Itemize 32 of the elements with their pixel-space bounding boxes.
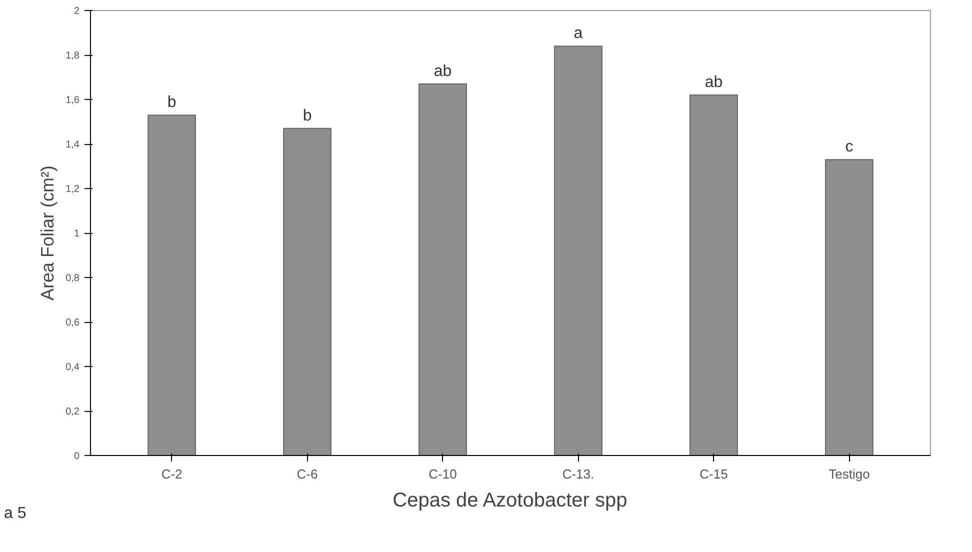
bar [418,83,467,456]
y-axis-title: Area Foliar (cm²) [38,165,58,301]
y-tick-label: 0,6 [66,318,80,328]
y-tick-label: 1 [74,228,80,240]
x-tick-label: C-2 [161,466,182,482]
x-axis-title: Cepas de Azotobacter spp [392,490,628,512]
x-tick-label: C-10 [428,466,457,482]
bar [283,128,332,456]
y-tick-label: 1,8 [66,50,80,62]
y-tick-label: 0,2 [66,406,80,418]
bar [148,114,196,456]
bar [825,159,874,456]
x-tick-label: Testigo [828,466,870,482]
text: a 5 [4,504,26,524]
y-tick-label: 1,4 [66,140,80,150]
annotation: b [302,107,312,124]
annotation: a [574,25,583,42]
annotation: b [167,94,176,112]
x-tick-label: C-15 [700,466,728,482]
y-tick-label: 0,8 [66,273,80,284]
bar [690,94,738,456]
annotation: c [845,138,854,156]
y-tick-label: 1,6 [66,95,80,106]
annotation: ab [434,62,452,80]
y-tick-label: 1,2 [66,184,80,195]
y-tick-label: 2 [74,6,80,17]
x-tick-label: C-6 [296,466,318,482]
y-tick-label: 0 [74,451,80,462]
y-tick-label: 0,4 [66,362,80,373]
x-tick-label: C-13. [562,466,594,482]
annotation: ab [704,74,723,92]
bar [554,46,602,456]
